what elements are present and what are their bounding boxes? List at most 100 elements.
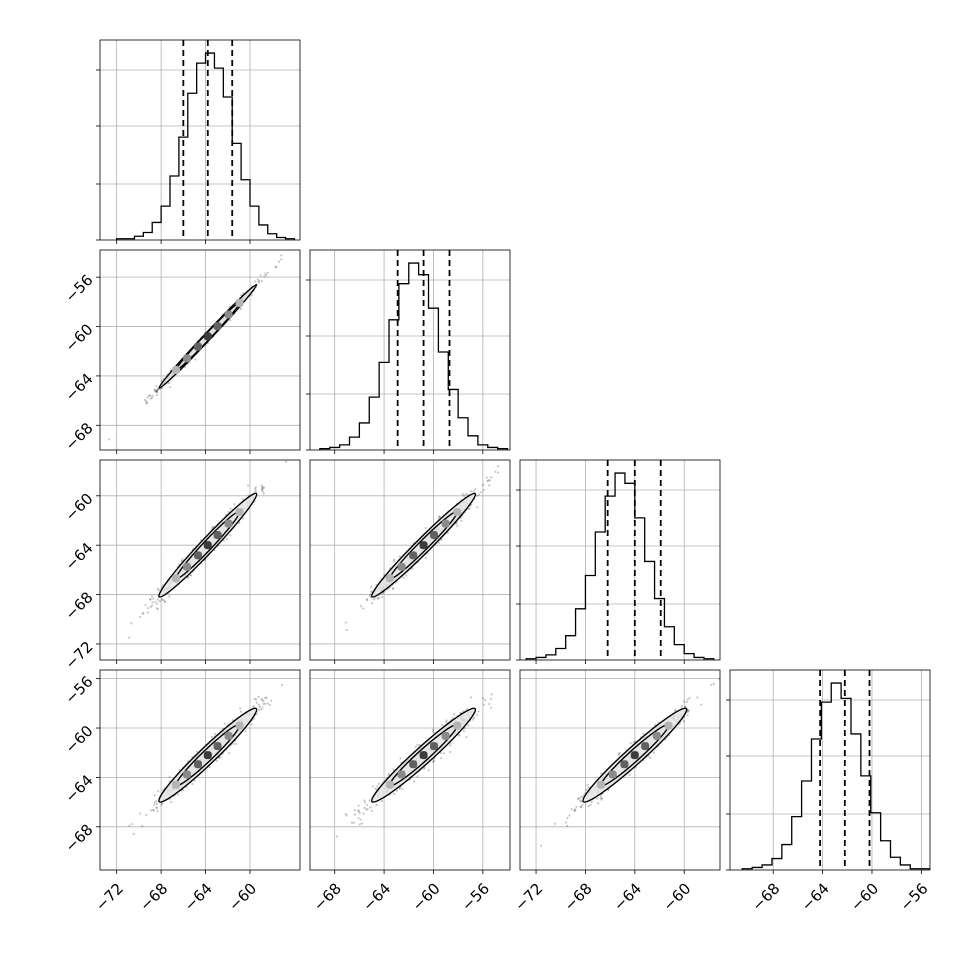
sample-point (395, 789, 399, 792)
y-tick-label: −64 (61, 771, 96, 806)
sample-point (141, 825, 144, 828)
density-blob (630, 751, 639, 760)
sample-point (438, 515, 441, 518)
sample-point (678, 723, 681, 726)
sample-point (128, 824, 131, 827)
sample-point (150, 396, 154, 399)
sample-point (225, 537, 229, 540)
sample-point (154, 389, 157, 392)
sample-point (393, 792, 396, 795)
sample-point (370, 585, 373, 588)
panel-plot-area (520, 460, 720, 660)
sample-point (686, 698, 689, 701)
sample-point (577, 797, 580, 800)
density-blob (224, 310, 233, 319)
sample-point (576, 797, 580, 800)
sample-point (155, 393, 158, 397)
x-tick-label: −64 (359, 880, 394, 915)
sample-point (257, 703, 261, 706)
sample-point (696, 696, 699, 699)
sample-point (148, 394, 151, 398)
sample-point (468, 507, 471, 510)
sample-point (700, 703, 703, 706)
sample-point (150, 595, 154, 598)
sample-point (153, 803, 156, 806)
density-blob (664, 721, 673, 730)
sample-point (441, 723, 444, 726)
density-blob (441, 519, 450, 528)
sample-point (237, 522, 241, 525)
sample-point (573, 809, 577, 812)
sample-point (392, 768, 395, 771)
sample-point (461, 493, 464, 496)
sample-point (195, 750, 199, 753)
sample-point (255, 712, 258, 716)
density-blob (652, 731, 661, 740)
sample-point (479, 491, 482, 494)
sample-point (467, 724, 470, 727)
sample-point (488, 484, 491, 487)
sample-point (262, 700, 265, 703)
sample-point (274, 265, 277, 268)
x-tick-label: −56 (896, 880, 931, 915)
sample-point (274, 266, 278, 269)
sample-point (600, 797, 604, 800)
sample-point (266, 702, 269, 705)
sample-point (393, 558, 396, 561)
sample-point (255, 698, 258, 701)
sample-point (234, 742, 237, 746)
panel-plot-area (310, 670, 510, 870)
sample-point (368, 594, 372, 598)
sample-point (156, 388, 159, 392)
sample-point (253, 280, 257, 283)
sample-point (186, 576, 190, 579)
panel-plot-area (100, 40, 300, 240)
sample-point (401, 787, 404, 791)
sample-point (239, 707, 242, 710)
sample-point (368, 799, 371, 802)
y-tick-label: −64 (61, 370, 96, 405)
sample-point (357, 809, 360, 812)
sample-point (574, 808, 577, 811)
x-tick-label: −68 (561, 880, 596, 915)
sample-point (160, 803, 163, 806)
sample-point (107, 438, 111, 441)
sample-point (144, 603, 147, 606)
sample-point (418, 744, 421, 747)
sample-point (377, 782, 381, 785)
sample-point (215, 759, 219, 762)
sample-point (446, 531, 449, 535)
sample-point (710, 683, 713, 686)
sample-point (680, 705, 683, 708)
panel-plot-area (100, 670, 300, 870)
sample-point (600, 772, 603, 775)
sample-point (266, 271, 269, 274)
panel-frame (99, 459, 301, 661)
x-tick-label: −64 (610, 880, 645, 915)
sample-point (168, 381, 171, 384)
sample-point (228, 751, 231, 755)
sample-point (376, 597, 380, 600)
sample-point (149, 598, 152, 601)
sample-point (261, 699, 264, 702)
sample-point (362, 607, 365, 610)
sample-point (258, 705, 261, 708)
density-core (385, 508, 462, 583)
sample-point (423, 767, 426, 770)
sample-point (366, 599, 369, 602)
sample-point (413, 780, 416, 783)
y-tick-label: −68 (61, 821, 96, 856)
panel-2-2 (516, 459, 721, 664)
sample-point (358, 823, 361, 826)
sample-point (284, 460, 288, 463)
density-blob (203, 541, 212, 550)
sample-point (260, 488, 264, 492)
sample-point (358, 811, 361, 815)
sample-point (649, 756, 652, 760)
sample-point (597, 802, 600, 805)
sample-point (146, 401, 149, 404)
sample-point (485, 476, 488, 479)
sample-point (223, 722, 226, 725)
sample-point (145, 402, 148, 405)
x-tick-label: −68 (748, 880, 783, 915)
